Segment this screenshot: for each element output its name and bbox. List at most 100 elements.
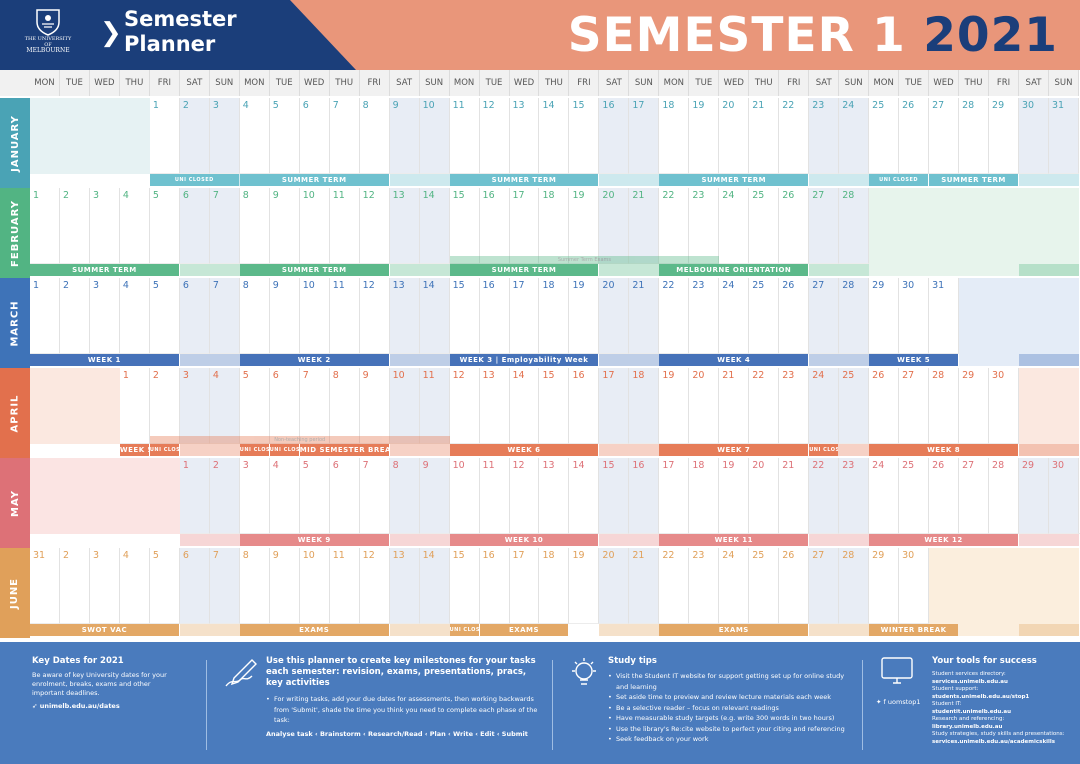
day-cell[interactable]: 4 [119,548,150,624]
day-cell[interactable]: 6 [329,458,360,534]
day-cell[interactable]: 7 [299,368,330,444]
day-cell[interactable]: 23 [689,548,720,624]
day-cell[interactable]: 6 [269,368,300,444]
day-cell[interactable]: 17 [629,98,660,174]
day-cell[interactable]: 15 [539,368,570,444]
tool-link[interactable]: services.unimelb.edu.au/academicskills [932,739,1056,745]
day-cell[interactable]: 8 [239,548,270,624]
day-cell[interactable]: 13 [389,278,420,354]
day-cell[interactable]: 28 [839,278,870,354]
day-cell[interactable]: 25 [749,278,780,354]
day-cell[interactable]: 23 [779,368,810,444]
day-cell[interactable]: 3 [179,368,210,444]
day-cell[interactable]: 15 [449,278,480,354]
day-cell[interactable]: 12 [509,458,540,534]
day-cell[interactable]: 22 [779,98,810,174]
day-cell[interactable]: 10 [389,368,420,444]
day-cell[interactable]: 14 [419,548,450,624]
day-cell[interactable]: 6 [179,278,210,354]
day-cell[interactable]: 16 [569,368,600,444]
day-cell[interactable]: 27 [959,458,990,534]
day-cell[interactable]: 10 [419,98,450,174]
day-cell[interactable]: 27 [929,98,960,174]
day-cell[interactable]: 23 [689,278,720,354]
day-cell[interactable]: 14 [509,368,540,444]
social-handle[interactable]: ✦ f uomstop1 [876,698,921,707]
day-cell[interactable]: 27 [809,278,840,354]
day-cell[interactable]: 19 [689,98,720,174]
day-cell[interactable]: 17 [599,368,630,444]
day-cell[interactable]: 21 [629,188,660,264]
day-cell[interactable]: 27 [899,368,930,444]
day-cell[interactable]: 10 [299,548,330,624]
day-cell[interactable]: 17 [659,458,690,534]
day-cell[interactable]: 24 [719,278,750,354]
day-cell[interactable]: 23 [809,98,840,174]
day-cell[interactable]: 24 [869,458,900,534]
day-cell[interactable]: 20 [599,278,630,354]
day-cell[interactable]: 18 [539,278,570,354]
day-cell[interactable]: 11 [449,98,480,174]
day-cell[interactable]: 15 [449,188,480,264]
day-cell[interactable]: 19 [569,548,600,624]
day-cell[interactable]: 1 [149,98,180,174]
day-cell[interactable]: 16 [629,458,660,534]
day-cell[interactable]: 24 [719,548,750,624]
day-cell[interactable]: 13 [509,98,540,174]
day-cell[interactable]: 11 [479,458,510,534]
day-cell[interactable]: 26 [899,98,930,174]
day-cell[interactable]: 30 [899,548,930,624]
day-cell[interactable]: 22 [809,458,840,534]
day-cell[interactable]: 3 [89,278,120,354]
day-cell[interactable]: 21 [719,368,750,444]
tool-link[interactable]: students.unimelb.edu.au/stop1 [932,694,1030,700]
day-cell[interactable]: 6 [299,98,330,174]
day-cell[interactable]: 13 [389,188,420,264]
day-cell[interactable]: 4 [239,98,270,174]
day-cell[interactable]: 14 [539,98,570,174]
day-cell[interactable]: 3 [209,98,240,174]
day-cell[interactable]: 29 [989,98,1019,174]
day-cell[interactable]: 7 [329,98,360,174]
day-cell[interactable]: 22 [659,548,690,624]
day-cell[interactable]: 24 [839,98,870,174]
day-cell[interactable]: 20 [599,188,630,264]
day-cell[interactable]: 30 [1019,98,1049,174]
day-cell[interactable]: 19 [569,188,600,264]
day-cell[interactable]: 12 [359,548,390,624]
day-cell[interactable]: 5 [239,368,270,444]
day-cell[interactable]: 8 [239,278,270,354]
day-cell[interactable]: 10 [449,458,480,534]
day-cell[interactable]: 7 [209,188,240,264]
day-cell[interactable]: 26 [779,278,810,354]
day-cell[interactable]: 31 [1078,458,1080,534]
day-cell[interactable]: 15 [569,98,600,174]
day-cell[interactable]: 15 [449,548,480,624]
day-cell[interactable]: 20 [689,368,720,444]
day-cell[interactable]: 2 [59,188,90,264]
day-cell[interactable]: 8 [239,188,270,264]
day-cell[interactable]: 17 [509,188,540,264]
day-cell[interactable]: 22 [749,368,780,444]
day-cell[interactable]: 11 [419,368,450,444]
day-cell[interactable]: 16 [599,98,630,174]
day-cell[interactable]: 21 [749,98,780,174]
day-cell[interactable]: 18 [629,368,660,444]
day-cell[interactable]: 28 [959,98,990,174]
day-cell[interactable]: 12 [479,98,510,174]
day-cell[interactable]: 5 [149,188,180,264]
day-cell[interactable]: 16 [479,278,510,354]
day-cell[interactable]: 20 [749,458,780,534]
day-cell[interactable]: 13 [389,548,420,624]
day-cell[interactable]: 18 [539,188,570,264]
day-cell[interactable]: 25 [749,548,780,624]
day-cell[interactable]: 9 [359,368,390,444]
day-cell[interactable]: 28 [929,368,960,444]
day-cell[interactable]: 9 [389,98,420,174]
day-cell[interactable]: 5 [149,548,180,624]
day-cell[interactable]: 9 [269,278,300,354]
day-cell[interactable]: 9 [419,458,450,534]
day-cell[interactable]: 30 [989,368,1019,444]
day-cell[interactable]: 7 [209,278,240,354]
day-cell[interactable]: 29 [869,548,900,624]
